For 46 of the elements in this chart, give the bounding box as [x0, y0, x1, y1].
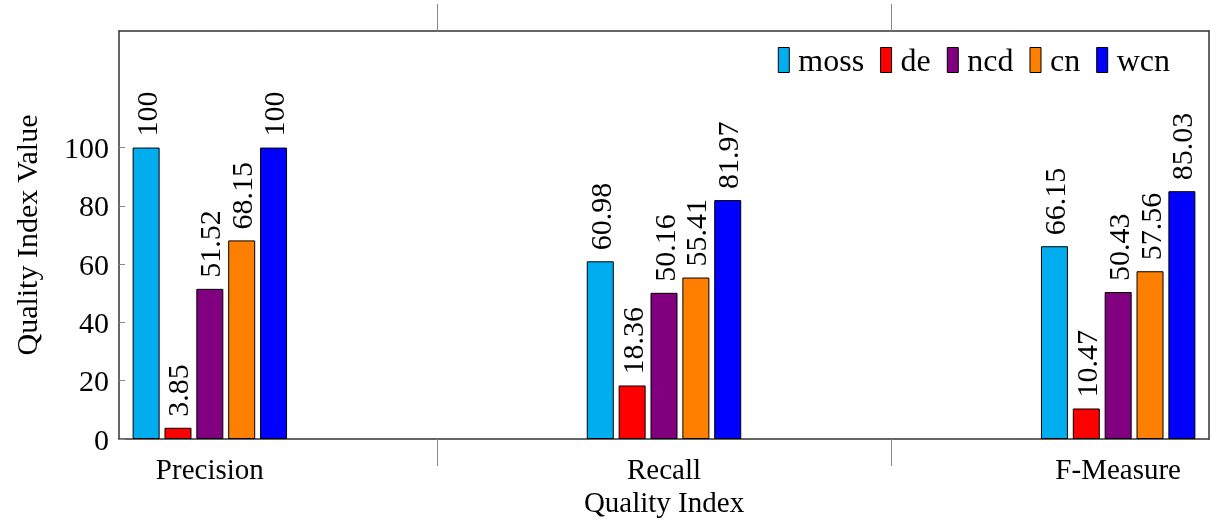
data-label: 57.56 [1133, 192, 1167, 261]
x-tick-label: F-Measure [1055, 452, 1181, 485]
bar [714, 200, 742, 439]
y-tick-label: 80 [79, 189, 109, 223]
data-label: 81.97 [711, 121, 745, 190]
data-label: 10.47 [1069, 329, 1103, 398]
legend-label: cn [1049, 42, 1081, 78]
x-tick-label: Precision [155, 452, 265, 485]
data-label: 50.43 [1101, 213, 1135, 282]
data-label: 85.03 [1165, 112, 1199, 181]
y-axis-title: Quality Index Value [9, 114, 43, 356]
legend-label: moss [798, 42, 865, 78]
bar [650, 292, 678, 439]
data-label: 51.52 [193, 210, 227, 278]
bar [260, 147, 288, 439]
y-tick-label: 60 [79, 247, 109, 281]
y-tick-label: 0 [94, 422, 109, 456]
data-label: 18.36 [615, 306, 649, 375]
bar [132, 147, 160, 439]
data-label: 60.98 [583, 182, 617, 251]
bar [1104, 292, 1132, 439]
bar [164, 427, 192, 439]
bar [618, 385, 646, 439]
legend-label: ncd [967, 42, 1014, 78]
data-label: 66.15 [1037, 167, 1071, 236]
bar [586, 261, 614, 439]
y-tick-label: 100 [64, 131, 109, 165]
y-tick-label: 40 [79, 305, 109, 339]
bar [1040, 246, 1068, 439]
bar [196, 288, 224, 439]
bar [228, 240, 256, 439]
data-label: 3.85 [161, 364, 195, 417]
bar [1168, 191, 1196, 439]
bar [682, 277, 710, 439]
data-label: 55.41 [679, 199, 713, 267]
legend-label: wcn [1116, 42, 1170, 78]
data-label: 100 [129, 91, 163, 137]
bar [1072, 408, 1100, 439]
data-label: 100 [257, 91, 291, 137]
data-label: 68.15 [225, 161, 259, 230]
x-axis-title: Quality Index [583, 486, 745, 519]
x-tick-label: Recall [626, 452, 702, 485]
legend-label: de [900, 42, 931, 78]
y-tick-label: 20 [79, 364, 109, 398]
bar [1136, 271, 1164, 439]
data-label: 50.16 [647, 214, 681, 282]
